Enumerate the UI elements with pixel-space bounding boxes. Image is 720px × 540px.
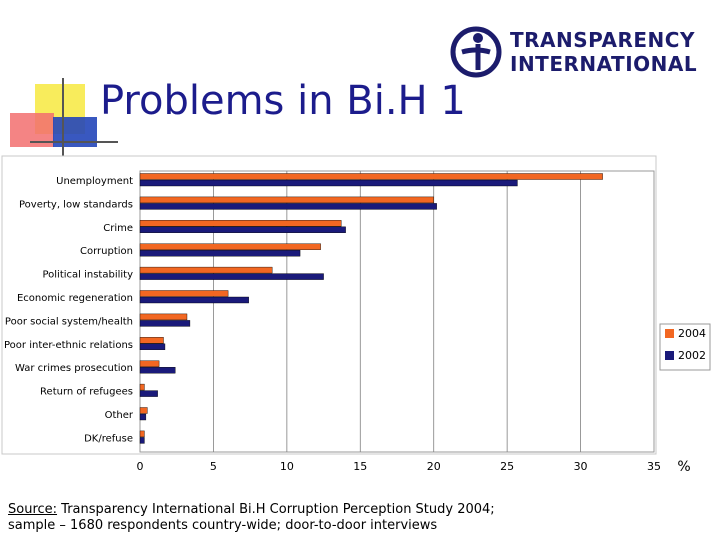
category-label: Poverty, low standards	[19, 199, 133, 210]
category-label: Poor inter-ethnic relations	[4, 340, 133, 351]
logo-text-international: INTERNATIONAL	[510, 52, 698, 76]
bar-2002	[139, 366, 176, 374]
bar-2004	[139, 196, 434, 204]
bar-2002	[139, 249, 301, 257]
legend-label-2002: 2002	[678, 349, 706, 362]
source-line-2: sample – 1680 respondents country-wide; …	[8, 518, 438, 533]
decor-horizontal-line	[30, 141, 118, 143]
category-label: Unemployment	[56, 176, 133, 187]
bar-2004	[139, 243, 321, 250]
x-tick-label: 20	[427, 460, 441, 473]
category-label: DK/refuse	[84, 433, 133, 444]
x-tick-label: 35	[647, 460, 661, 473]
bar-2004	[139, 407, 148, 414]
bar-2004	[139, 313, 188, 321]
source-line-1: Source: Transparency International Bi.H …	[8, 502, 495, 518]
logo-text-transparency: TRANSPARENCY	[510, 28, 695, 52]
bar-2004	[139, 173, 603, 180]
bars	[139, 173, 603, 444]
category-label: Corruption	[80, 246, 133, 257]
bar-2002	[139, 296, 249, 304]
x-tick-labels: 0 5 10 15 20 25 30 35	[137, 460, 662, 473]
category-label: Other	[105, 410, 134, 421]
bar-2004	[139, 220, 342, 227]
x-tick-label: 15	[353, 460, 367, 473]
bar-2004	[139, 266, 273, 274]
bar-2002	[139, 203, 437, 210]
legend: 2004 2002	[659, 323, 711, 371]
bar-2002	[139, 343, 166, 351]
legend-swatch-2004	[665, 329, 674, 338]
page-title: Problems in Bi.H 1	[100, 78, 466, 124]
bar-2004	[139, 290, 229, 297]
bar-2002	[139, 179, 518, 187]
bar-2004	[139, 383, 145, 391]
bar-2004	[139, 337, 164, 344]
category-label: Political instability	[42, 270, 133, 281]
logo-globe-icon	[450, 26, 502, 78]
unit-label: %	[677, 459, 690, 475]
category-label: War crimes prosecution	[15, 363, 133, 374]
source-note: Source: Transparency International Bi.H …	[8, 502, 495, 534]
category-labels: Unemployment Poverty, low standards Crime C…	[4, 176, 134, 444]
bar-2002	[139, 390, 158, 397]
bar-2002	[139, 226, 346, 234]
source-label: Source:	[8, 502, 58, 517]
x-tick-label: 0	[137, 460, 144, 473]
category-label: Poor social system/health	[5, 316, 133, 327]
category-label: Return of refugees	[40, 387, 133, 398]
bar-2004	[139, 430, 145, 438]
category-label: Economic regeneration	[17, 293, 133, 304]
bar-2002	[139, 437, 145, 444]
transparency-logo: TRANSPARENCY INTERNATIONAL	[450, 22, 698, 82]
x-tick-label: 30	[574, 460, 588, 473]
decor-vertical-line	[62, 78, 64, 160]
bar-2004	[139, 360, 160, 367]
x-tick-label: 25	[500, 460, 514, 473]
category-label: Crime	[103, 223, 133, 234]
source-text: Transparency International Bi.H Corrupti…	[57, 502, 495, 517]
grid-lines	[213, 171, 581, 452]
legend-label-2004: 2004	[678, 327, 706, 340]
bar-chart: Unemployment Poverty, low standards Crime C…	[1, 155, 711, 475]
x-tick-label: 10	[280, 460, 294, 473]
bar-2002	[139, 413, 147, 421]
plot-area	[139, 170, 655, 453]
legend-swatch-2002	[665, 351, 674, 360]
bar-2002	[139, 273, 324, 280]
x-tick-label: 5	[210, 460, 217, 473]
bar-2002	[139, 320, 191, 327]
